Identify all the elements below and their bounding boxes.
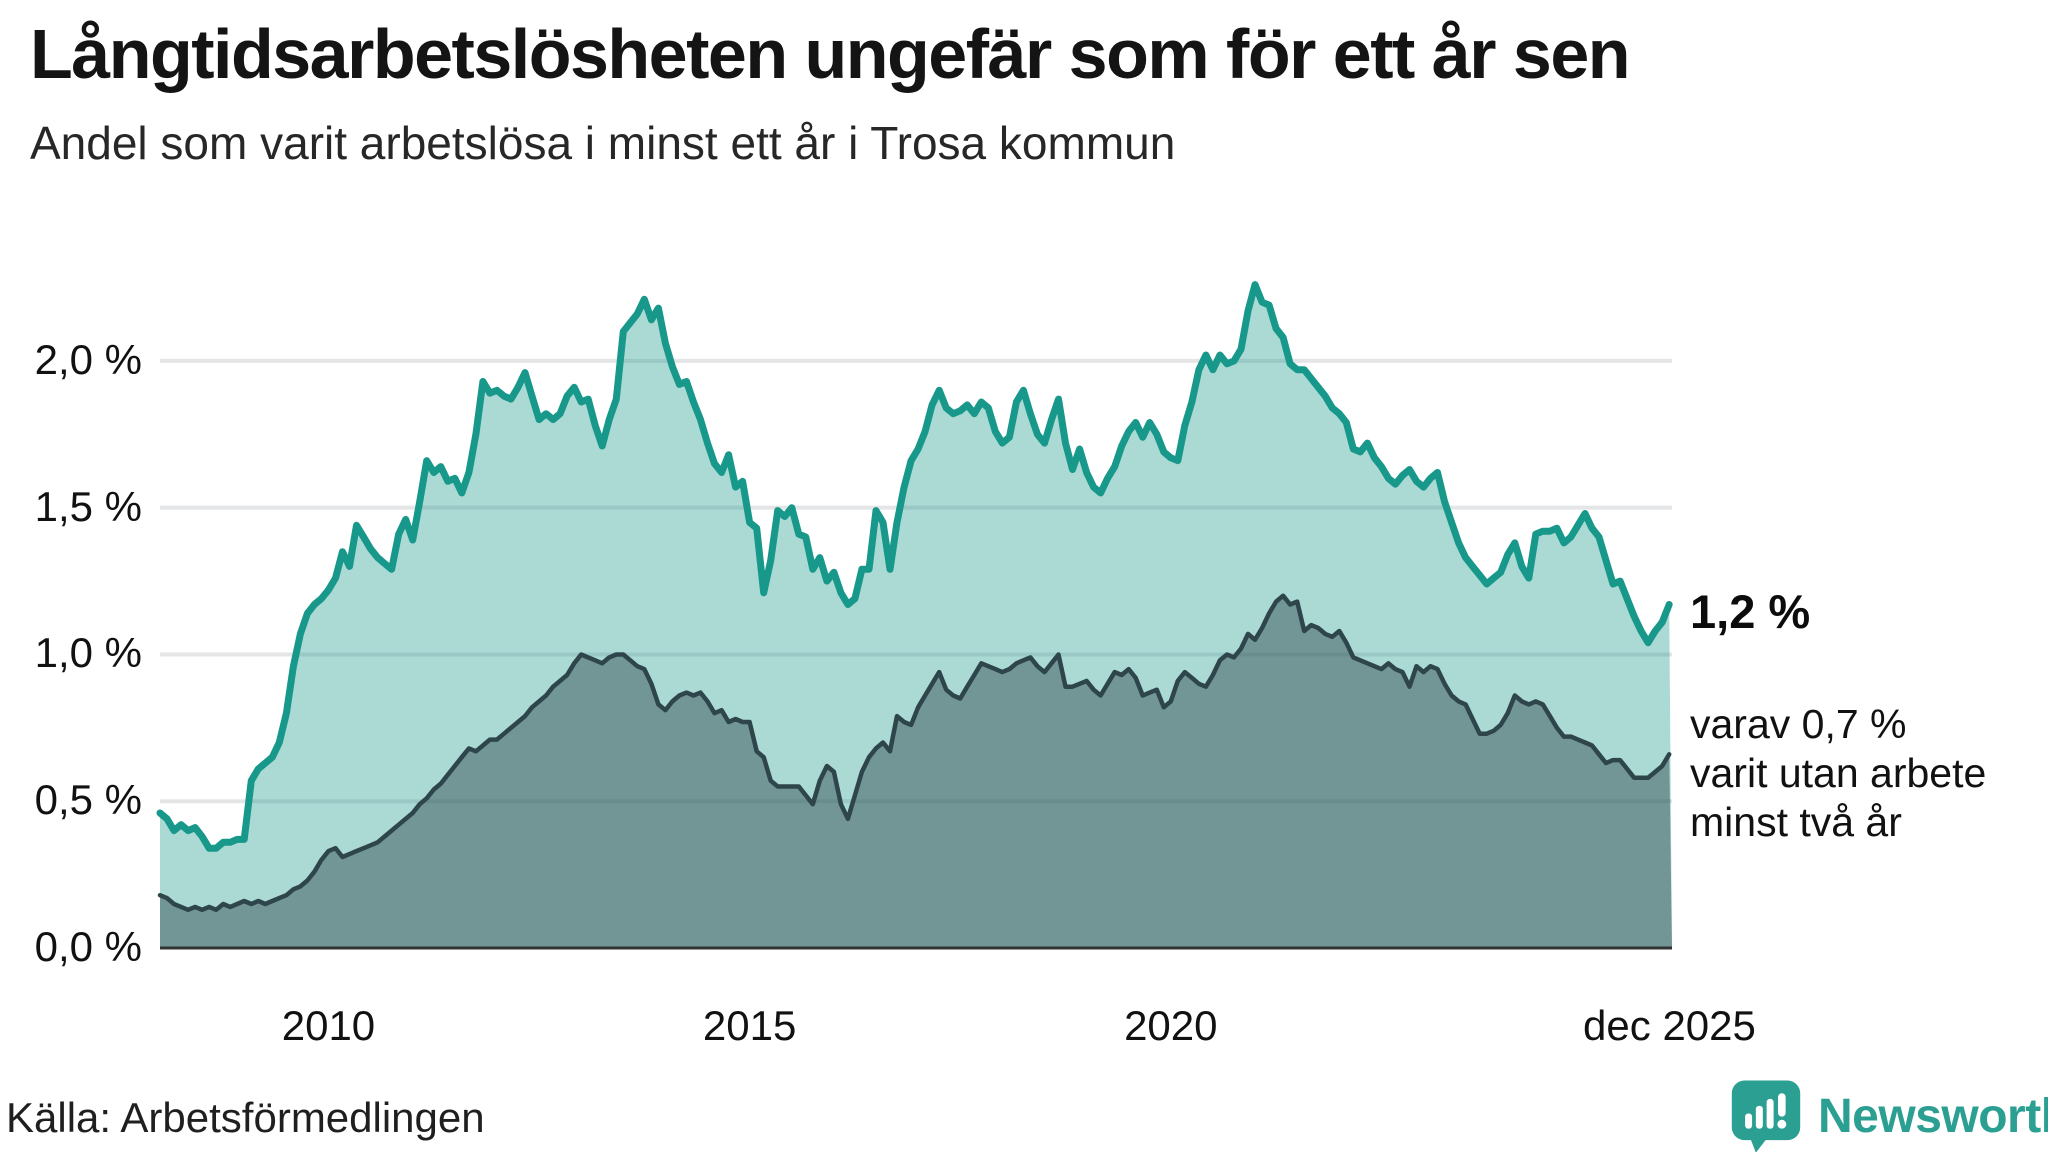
newsworthy-logo: Newsworthy [1728,1078,2048,1152]
page-subtitle: Andel som varit arbetslösa i minst ett å… [30,117,1176,169]
newsworthy-logo-icon [1731,1080,1801,1152]
annotation-line: varit utan arbete [1690,750,1987,796]
source-credit: Källa: Arbetsförmedlingen [6,1094,485,1141]
page-title: Långtidsarbetslösheten ungefär som för e… [30,15,1631,93]
series-one-year-end-value: 1,2 % [1690,585,1811,638]
series-two-year-annotation: varav 0,7 % varit utan arbete minst två … [1690,700,1986,847]
series-line-1 [157,593,1672,913]
series-area-0 [160,284,1672,949]
series-area-1 [160,595,1672,948]
newsworthy-wordmark: Newsworthy [1818,1089,2048,1143]
series-line-0 [156,281,1673,852]
annotation-line: minst två år [1690,799,1902,845]
annotation-line: varav 0,7 % [1690,701,1907,747]
